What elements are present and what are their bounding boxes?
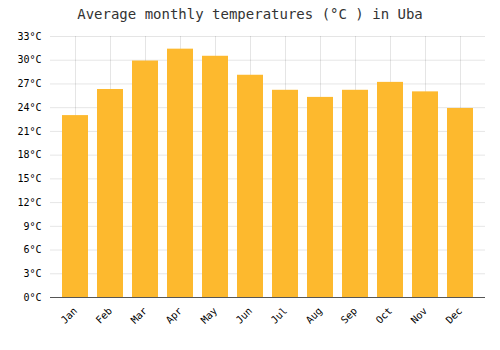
- svg-text:Aug: Aug: [304, 305, 325, 326]
- svg-text:Jul: Jul: [269, 305, 290, 326]
- svg-text:Mar: Mar: [129, 305, 150, 326]
- svg-text:27°C: 27°C: [17, 78, 41, 89]
- svg-text:Jan: Jan: [59, 305, 80, 326]
- svg-text:Apr: Apr: [164, 305, 185, 326]
- svg-text:15°C: 15°C: [17, 173, 41, 184]
- svg-text:12°C: 12°C: [17, 197, 41, 208]
- svg-text:Feb: Feb: [94, 305, 115, 326]
- svg-text:May: May: [199, 305, 220, 326]
- svg-text:0°C: 0°C: [23, 292, 41, 303]
- svg-text:Jun: Jun: [234, 305, 255, 326]
- svg-text:24°C: 24°C: [17, 102, 41, 113]
- html-text:Average monthly temperatures (: Average monthly temperatures (°C ) in Ub…: [77, 6, 423, 22]
- svg-text:18°C: 18°C: [17, 149, 41, 160]
- svg-text:3°C: 3°C: [23, 268, 41, 279]
- svg-text:6°C: 6°C: [23, 244, 41, 255]
- svg-text:Nov: Nov: [409, 305, 430, 326]
- svg-text:21°C: 21°C: [17, 126, 41, 137]
- svg-text:30°C: 30°C: [17, 54, 41, 65]
- svg-text:Sep: Sep: [339, 305, 360, 326]
- svg-text:9°C: 9°C: [23, 221, 41, 232]
- svg-text:Oct: Oct: [374, 305, 395, 326]
- svg-text:Dec: Dec: [444, 305, 465, 326]
- svg-text:33°C: 33°C: [17, 31, 41, 42]
